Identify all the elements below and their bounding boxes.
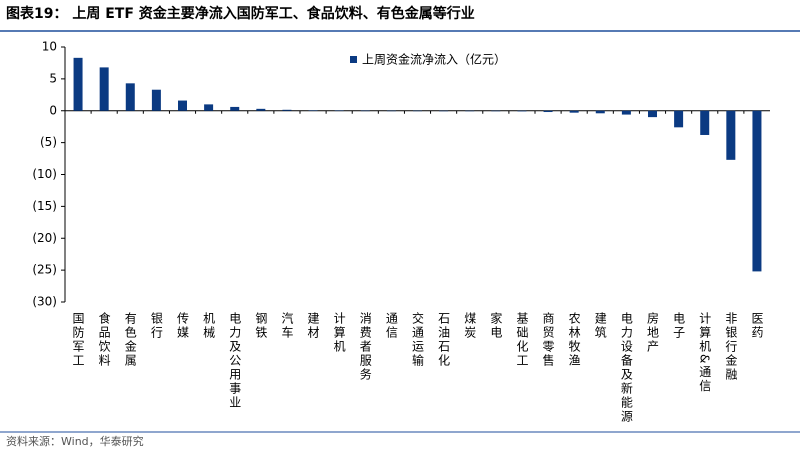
- bar: [99, 67, 109, 111]
- legend-label: 上周资金流净流入（亿元）: [362, 52, 506, 67]
- bar: [465, 110, 475, 112]
- x-tick-label: 非银行金融: [724, 312, 738, 382]
- bar: [621, 110, 631, 115]
- bar: [151, 89, 161, 111]
- x-tick-label: 基础化工: [515, 312, 529, 368]
- bar: [726, 110, 736, 160]
- x-tick-label: 汽车: [280, 311, 294, 340]
- x-tick-label: 机械: [202, 312, 216, 340]
- chart-title: 图表19： 上周 ETF 资金主要净流入国防军工、食品饮料、有色金属等行业: [6, 5, 475, 22]
- y-tick-label: (20): [32, 231, 57, 245]
- x-tick-label: 食品饮料: [97, 311, 111, 368]
- y-tick-label: (5): [40, 135, 57, 149]
- x-tick-label: 医药: [750, 312, 764, 340]
- y-tick-label: 5: [49, 71, 57, 85]
- x-tick-label: 通信: [384, 312, 398, 340]
- bar: [334, 110, 344, 112]
- source: 资料来源：Wind，华泰研究: [6, 434, 144, 448]
- x-tick-label: 消费者服务: [358, 312, 372, 382]
- y-tick-label: (25): [32, 263, 57, 277]
- x-tick-label: 电力设备及新能源: [619, 312, 633, 424]
- bar: [700, 110, 710, 135]
- y-tick-label: (30): [32, 295, 57, 309]
- bar: [543, 110, 553, 113]
- bar: [360, 110, 370, 112]
- y-tick-label: (15): [32, 199, 57, 213]
- bar: [308, 110, 318, 111]
- x-tick-label: 石油石化: [437, 312, 451, 368]
- x-tick-label: 银行: [149, 312, 163, 340]
- y-tick-label: 10: [42, 40, 57, 54]
- bar: [517, 110, 527, 112]
- x-tick-label: 房地产: [646, 311, 660, 354]
- bar: [230, 106, 240, 111]
- x-tick-label: 钢铁: [254, 312, 268, 340]
- bar: [439, 110, 449, 112]
- y-tick-label: (10): [32, 167, 57, 181]
- x-tick-label: 商贸零售: [541, 311, 555, 368]
- x-tick-label: 计算机&通信: [698, 312, 712, 394]
- bar: [595, 110, 605, 114]
- bar: [204, 104, 214, 111]
- bar: [413, 110, 422, 112]
- bar: [569, 110, 579, 113]
- bar: [73, 57, 83, 111]
- bar: [386, 110, 396, 112]
- bar: [178, 100, 187, 111]
- x-tick-label: 建材: [306, 312, 320, 340]
- x-tick-label: 家电: [489, 311, 503, 340]
- x-tick-label: 农林牧渔: [567, 312, 581, 368]
- x-tick-label: 计算机: [332, 312, 346, 354]
- bar: [648, 110, 657, 118]
- x-tick-label: 煤炭: [463, 312, 477, 340]
- x-tick-label: 传媒: [176, 311, 190, 340]
- bar: [752, 110, 762, 272]
- x-tick-label: 电力及公用事业: [228, 312, 242, 410]
- bar: [256, 108, 266, 111]
- x-tick-label: 有色金属: [123, 312, 137, 368]
- x-tick-label: 建筑: [593, 312, 607, 340]
- bar: [125, 83, 135, 111]
- x-tick-label: 国防军工: [71, 312, 85, 368]
- bar: [674, 110, 684, 128]
- x-tick-label: 电子: [672, 312, 686, 340]
- x-tick-label: 交通运输: [411, 311, 425, 368]
- legend-swatch: [350, 56, 357, 63]
- y-tick-label: 0: [49, 103, 57, 117]
- bar: [491, 110, 501, 112]
- bar: [282, 109, 292, 111]
